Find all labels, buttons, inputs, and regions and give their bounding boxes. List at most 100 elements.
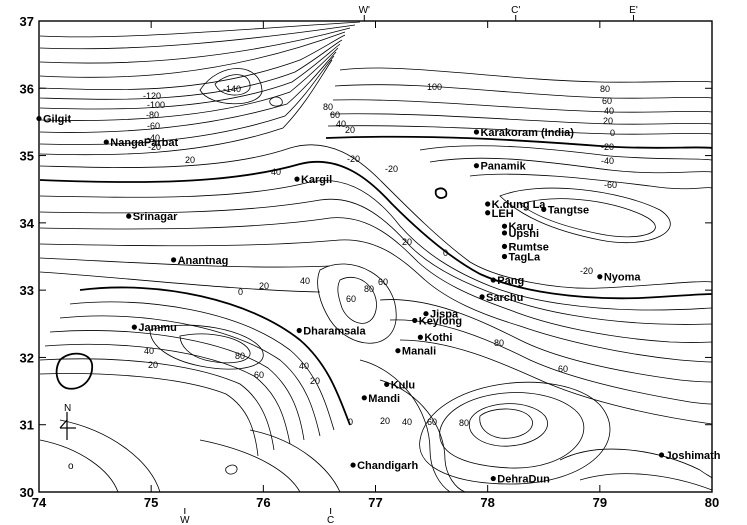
place-label-leh: LEH [492, 208, 514, 220]
contour-label: 40 [299, 361, 309, 371]
y-tick-label: 36 [20, 81, 34, 96]
place-dot-jispa [423, 311, 429, 317]
place-label-dehradun: DehraDun [497, 474, 550, 486]
contour-label: 40 [300, 276, 310, 286]
profile-label-bottom: W [180, 515, 190, 525]
place-label-karu: Karu [508, 221, 533, 233]
place-dot-kargil [294, 176, 300, 182]
contour-label: -40 [147, 133, 160, 143]
place-dot-panamik [473, 163, 480, 169]
place-label-khardungla: K.dung La [492, 199, 547, 211]
place-dot-karu [501, 223, 508, 229]
contour-label: 20 [310, 376, 320, 386]
place-label-tangtse: Tangtse [548, 204, 589, 216]
place-dot-keylong [412, 317, 418, 324]
x-tick-label: 76 [256, 495, 270, 510]
place-dot-gilgit [36, 115, 42, 122]
place-dot-khardungla [485, 201, 491, 207]
place-dot-karakoram [473, 129, 480, 135]
place-label-karakoram: Karakoram (India) [480, 127, 574, 139]
place-dot-nyoma [597, 274, 603, 280]
y-tick-label: 30 [20, 485, 34, 500]
contour-label: -60 [147, 121, 160, 131]
place-dot-pang [490, 277, 496, 283]
profile-label-top: C' [511, 5, 520, 16]
contour-label: -140 [223, 84, 241, 94]
place-label-nyoma: Nyoma [604, 272, 642, 284]
place-label-rumtse: Rumtse [508, 241, 548, 253]
place-dot-leh [485, 210, 491, 216]
place-dot-mandi [361, 395, 367, 401]
y-tick-label: 37 [20, 14, 34, 29]
place-label-jammu: Jammu [138, 322, 177, 334]
place-dot-dehradun [490, 475, 496, 482]
x-axis-tick-labels: 74 75 76 77 78 79 80 [32, 495, 719, 510]
place-label-kulu: Kulu [391, 379, 415, 391]
contour-label: 0 [238, 287, 243, 297]
contour-label: 60 [602, 96, 612, 106]
contour-label: 20 [603, 116, 613, 126]
contour-label: -20 [385, 164, 398, 174]
place-label-kothi: Kothi [424, 332, 452, 344]
place-dot-upshi [501, 230, 508, 236]
contour-label: 60 [254, 370, 264, 380]
place-dot-chandigarh [350, 462, 356, 468]
place-label-keylong: Keylong [419, 315, 462, 327]
contour-label: 0 [443, 248, 448, 258]
contour-label: -40 [601, 156, 614, 166]
contour-label: 40 [604, 106, 614, 116]
place-dot-nangaparbat [103, 139, 109, 145]
place-dot-sarchu [479, 294, 485, 300]
place-label-kargil: Kargil [301, 174, 332, 186]
contour-label: 20 [345, 125, 355, 135]
x-tick-label: 75 [144, 495, 158, 510]
north-arrow-sublabel: o [68, 461, 74, 472]
place-label-taglang: TagLa [508, 252, 540, 264]
place-label-dharamsala: Dharamsala [303, 326, 366, 338]
profile-label-top: E' [629, 5, 638, 16]
y-tick-label: 32 [20, 350, 34, 365]
place-label-joshimath: Joshimath [666, 450, 721, 462]
contour-label: 20 [185, 155, 195, 165]
x-tick-label: 79 [593, 495, 607, 510]
contour-label: 80 [600, 84, 610, 94]
place-dot-tangtse [541, 206, 547, 212]
contour-label: -20 [601, 142, 614, 152]
contour-label: -60 [604, 180, 617, 190]
place-dot-kulu [384, 381, 390, 387]
place-label-mandi: Mandi [368, 393, 400, 405]
contour-label: 40 [336, 119, 346, 129]
contour-label: 60 [330, 110, 340, 120]
contour-label: 20 [380, 416, 390, 426]
place-dot-srinagar [126, 213, 132, 219]
contour-label: -20 [347, 154, 360, 164]
profile-label-top: W' [359, 5, 370, 16]
x-tick-label: 80 [705, 495, 719, 510]
contour-label: 80 [235, 351, 245, 361]
place-label-anantnag: Anantnag [178, 255, 229, 267]
place-label-upshi: Upshi [508, 228, 539, 240]
contour-label: -20 [148, 142, 161, 152]
contour-label: 80 [364, 284, 374, 294]
contour-label: -100 [147, 100, 165, 110]
place-label-nangaparbat: NangaParbat [110, 137, 178, 149]
profile-label-bottom: C [327, 515, 334, 525]
axis-ticks [38, 20, 713, 493]
contour-label: 40 [402, 417, 412, 427]
y-tick-label: 35 [20, 149, 34, 164]
y-tick-label: 33 [20, 283, 34, 298]
place-dot-kothi [417, 334, 423, 340]
contour-label: 60 [558, 364, 568, 374]
contour-label: 20 [259, 281, 269, 291]
contour-label: 60 [346, 294, 356, 304]
contour-label: 40 [144, 346, 154, 356]
place-markers: Gilgit NangaParbat Srinagar Anantnag Jammu Dh… [36, 114, 721, 486]
contour-label: 0 [610, 128, 615, 138]
x-tick-label: 77 [368, 495, 382, 510]
contour-label: 80 [459, 418, 469, 428]
place-dot-jammu [131, 324, 137, 330]
contour-label: 20 [402, 237, 412, 247]
contour-label: 80 [494, 338, 504, 348]
